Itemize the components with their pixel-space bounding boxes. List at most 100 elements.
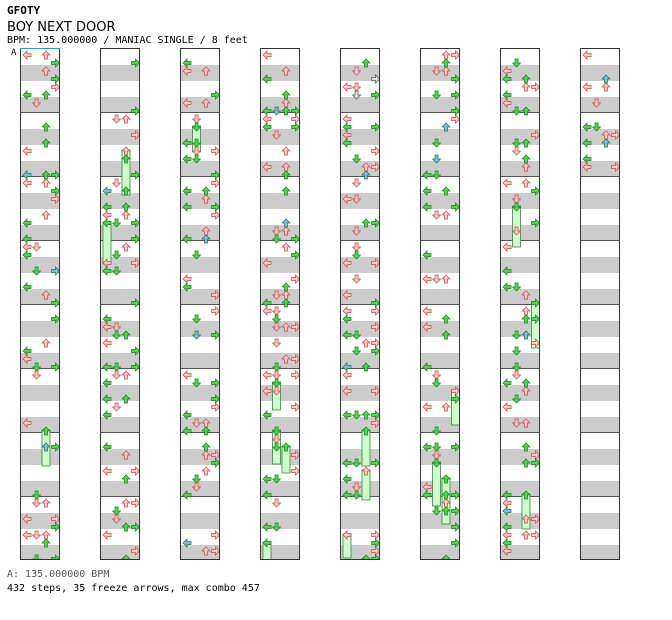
right-arrow-note xyxy=(451,50,459,60)
down-arrow-note xyxy=(431,210,442,220)
up-arrow-note xyxy=(41,530,51,540)
right-arrow-note xyxy=(531,130,539,140)
left-arrow-note xyxy=(102,530,112,540)
beat-band xyxy=(21,385,59,401)
down-arrow-note xyxy=(111,330,122,340)
measure-line xyxy=(341,304,379,305)
beat-band xyxy=(501,193,539,209)
beat-band xyxy=(421,321,459,337)
right-arrow-note xyxy=(51,170,59,180)
right-arrow-note xyxy=(211,290,219,300)
beat-band xyxy=(181,289,219,305)
up-arrow-note xyxy=(121,154,131,164)
down-arrow-note xyxy=(351,482,362,492)
beat-band xyxy=(341,513,379,529)
left-arrow-note xyxy=(342,122,352,132)
left-arrow-note xyxy=(502,98,512,108)
beat-band xyxy=(581,417,619,433)
left-arrow-note xyxy=(422,250,432,260)
up-arrow-note xyxy=(281,354,291,364)
measure-line xyxy=(101,112,139,113)
left-arrow-note xyxy=(502,490,512,500)
down-arrow-note xyxy=(351,346,362,356)
left-arrow-note xyxy=(342,314,352,324)
left-arrow-note xyxy=(262,370,272,380)
beat-band xyxy=(421,417,459,433)
right-arrow-note xyxy=(291,114,299,124)
left-arrow-note xyxy=(502,546,512,556)
beat-band xyxy=(341,289,379,305)
left-arrow-note xyxy=(22,282,32,292)
left-arrow-note xyxy=(22,218,32,228)
up-arrow-note xyxy=(441,474,451,484)
up-arrow-note xyxy=(281,186,291,196)
left-arrow-note xyxy=(22,250,32,260)
measure-line xyxy=(181,368,219,369)
down-arrow-note xyxy=(431,458,442,468)
up-arrow-note xyxy=(601,82,611,92)
beat-band xyxy=(421,65,459,81)
freeze-arrow-body xyxy=(102,221,112,265)
bpm-marker-label: A xyxy=(11,48,17,58)
up-arrow-note xyxy=(441,314,451,324)
left-arrow-note xyxy=(422,186,432,196)
down-arrow-note xyxy=(431,138,442,148)
right-arrow-note xyxy=(291,250,299,260)
up-arrow-note xyxy=(41,122,51,132)
down-arrow-note xyxy=(511,418,522,428)
beat-band xyxy=(261,289,299,305)
beat-band xyxy=(261,193,299,209)
beat-band xyxy=(421,545,459,559)
note-layer xyxy=(22,50,59,559)
right-arrow-note xyxy=(451,442,459,452)
beat-band xyxy=(261,513,299,529)
down-arrow-note xyxy=(351,458,362,468)
down-arrow-note xyxy=(351,154,362,164)
down-arrow-note xyxy=(351,226,362,236)
up-arrow-note xyxy=(521,162,531,172)
measure-line xyxy=(21,240,59,241)
right-arrow-note xyxy=(611,130,619,140)
up-arrow-note xyxy=(601,138,611,148)
down-arrow-note xyxy=(271,378,282,388)
measure-line xyxy=(261,368,299,369)
down-arrow-note xyxy=(271,498,282,508)
left-arrow-note xyxy=(262,122,272,132)
right-arrow-note xyxy=(211,210,219,220)
beat-band xyxy=(341,225,379,241)
up-arrow-note xyxy=(361,218,371,228)
beat-band xyxy=(181,321,219,337)
beat-band xyxy=(341,257,379,273)
up-arrow-note xyxy=(41,426,51,436)
measure-line xyxy=(341,176,379,177)
left-arrow-note xyxy=(502,378,512,388)
left-arrow-note xyxy=(182,538,192,548)
up-arrow-note xyxy=(201,442,211,452)
right-arrow-note xyxy=(131,546,139,556)
up-arrow-note xyxy=(601,74,611,84)
right-arrow-note xyxy=(291,106,299,116)
left-arrow-note xyxy=(422,306,432,316)
left-arrow-note xyxy=(102,314,112,324)
down-arrow-note xyxy=(351,250,362,260)
up-arrow-note xyxy=(361,466,371,476)
down-arrow-note xyxy=(271,322,282,332)
up-arrow-note xyxy=(521,514,531,524)
down-arrow-note xyxy=(31,554,42,559)
right-arrow-note xyxy=(531,530,539,540)
left-arrow-note xyxy=(422,402,432,412)
left-arrow-note xyxy=(102,466,112,476)
measure-line xyxy=(261,496,299,497)
left-arrow-note xyxy=(22,242,32,252)
up-arrow-note xyxy=(121,474,131,484)
down-arrow-note xyxy=(431,370,442,380)
beat-band xyxy=(21,545,59,559)
right-arrow-note xyxy=(451,202,459,212)
down-arrow-note xyxy=(351,82,362,92)
down-arrow-note xyxy=(191,154,202,164)
left-arrow-note xyxy=(502,66,512,76)
left-arrow-note xyxy=(342,530,352,540)
right-arrow-note xyxy=(291,354,299,364)
left-arrow-note xyxy=(582,138,592,148)
beat-band xyxy=(181,225,219,241)
